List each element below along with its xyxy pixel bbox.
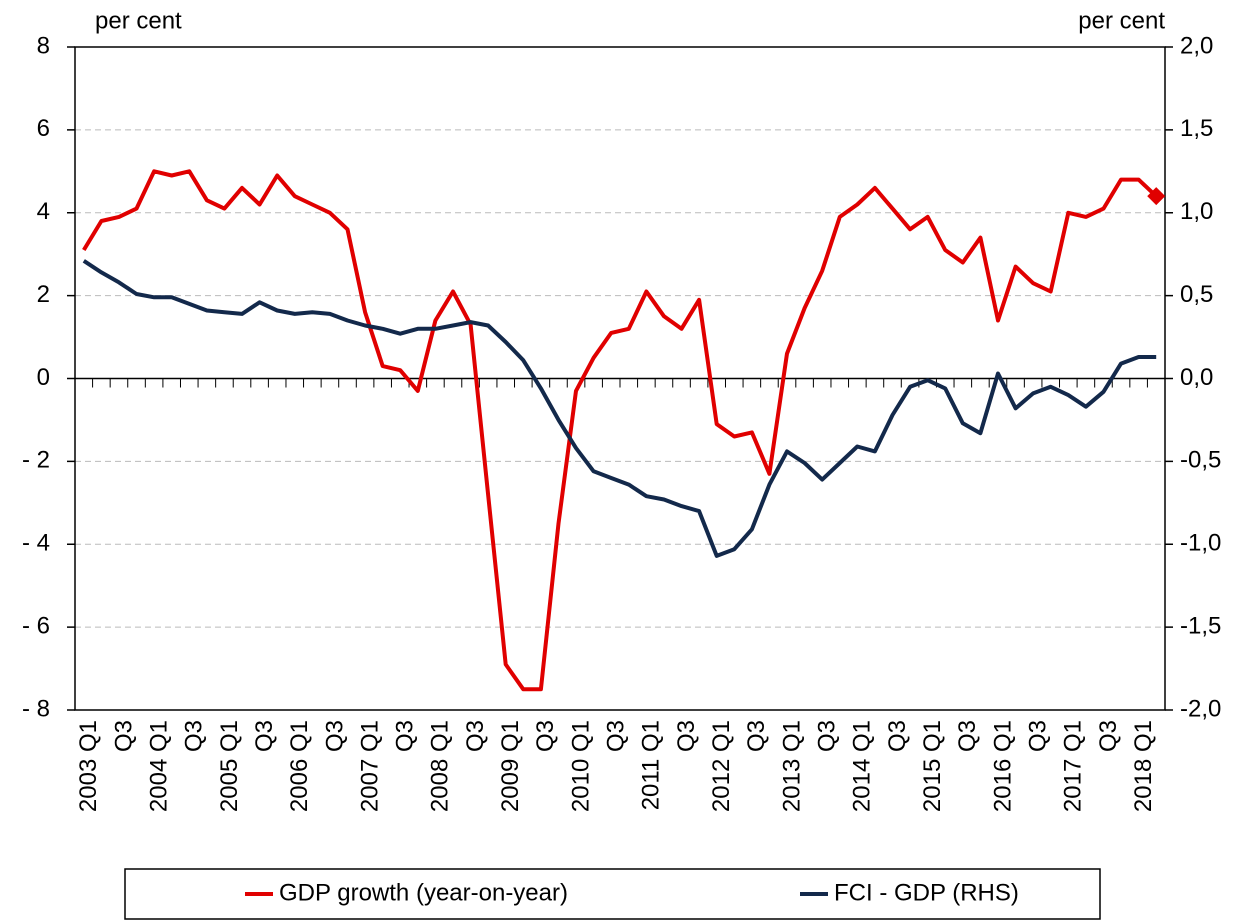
- x-tick-label: Q3: [392, 720, 419, 752]
- y2-tick-label: -1,5: [1180, 612, 1221, 639]
- y-tick-label: 2: [37, 281, 50, 308]
- x-tick-label: Q3: [181, 720, 208, 752]
- legend-label: GDP growth (year-on-year): [279, 879, 568, 906]
- x-tick-label: 2009 Q1: [497, 720, 524, 812]
- x-tick-label: Q3: [1095, 720, 1122, 752]
- y2-tick-label: 1,0: [1180, 198, 1213, 225]
- x-tick-label: 2007 Q1: [356, 720, 383, 812]
- y-tick-label: 8: [37, 32, 50, 59]
- y-tick-label: - 6: [22, 612, 50, 639]
- y2-tick-label: -2,0: [1180, 695, 1221, 722]
- x-tick-label: Q3: [603, 720, 630, 752]
- x-tick-label: 2003 Q1: [75, 720, 102, 812]
- y2-tick-label: 2,0: [1180, 32, 1213, 59]
- x-tick-label: 2011 Q1: [638, 720, 665, 810]
- x-tick-label: Q3: [532, 720, 559, 752]
- y-tick-label: - 4: [22, 530, 50, 557]
- x-tick-label: 2016 Q1: [989, 720, 1016, 812]
- y-tick-label: - 8: [22, 695, 50, 722]
- x-tick-label: 2015 Q1: [919, 720, 946, 812]
- x-tick-label: 2012 Q1: [708, 720, 735, 812]
- series-line: [82, 259, 1157, 558]
- x-tick-label: Q3: [814, 720, 841, 752]
- y-unit-right: per cent: [1078, 7, 1165, 34]
- x-tick-label: Q3: [954, 720, 981, 752]
- x-tick-label: Q3: [321, 720, 348, 752]
- y2-tick-label: -1,0: [1180, 530, 1221, 557]
- y-unit-left: per cent: [95, 7, 182, 34]
- x-tick-label: Q3: [1024, 720, 1051, 752]
- x-tick-label: Q3: [110, 720, 137, 752]
- y-tick-label: 4: [37, 198, 50, 225]
- x-tick-label: 2017 Q1: [1060, 720, 1087, 812]
- y-tick-label: 0: [37, 364, 50, 391]
- x-tick-label: 2008 Q1: [427, 720, 454, 812]
- y2-tick-label: -0,5: [1180, 447, 1221, 474]
- legend-label: FCI - GDP (RHS): [834, 879, 1019, 906]
- series-line: [82, 169, 1158, 692]
- end-marker: [1147, 187, 1166, 206]
- x-tick-label: Q3: [743, 720, 770, 752]
- x-tick-label: 2004 Q1: [145, 720, 172, 812]
- x-tick-label: 2010 Q1: [567, 720, 594, 812]
- x-tick-label: 2006 Q1: [286, 720, 313, 812]
- y2-tick-label: 0,5: [1180, 281, 1213, 308]
- y2-tick-label: 1,5: [1180, 115, 1213, 142]
- x-tick-label: 2013 Q1: [778, 720, 805, 812]
- x-tick-label: Q3: [673, 720, 700, 752]
- x-tick-label: 2005 Q1: [216, 720, 243, 812]
- x-tick-label: Q3: [884, 720, 911, 752]
- y-tick-label: - 2: [22, 447, 50, 474]
- y2-tick-label: 0,0: [1180, 364, 1213, 391]
- y-tick-label: 6: [37, 115, 50, 142]
- x-tick-label: 2014 Q1: [849, 720, 876, 812]
- x-tick-label: Q3: [251, 720, 278, 752]
- legend-box: [124, 868, 1101, 920]
- x-tick-label: 2018 Q1: [1130, 720, 1157, 812]
- x-tick-label: Q3: [462, 720, 489, 752]
